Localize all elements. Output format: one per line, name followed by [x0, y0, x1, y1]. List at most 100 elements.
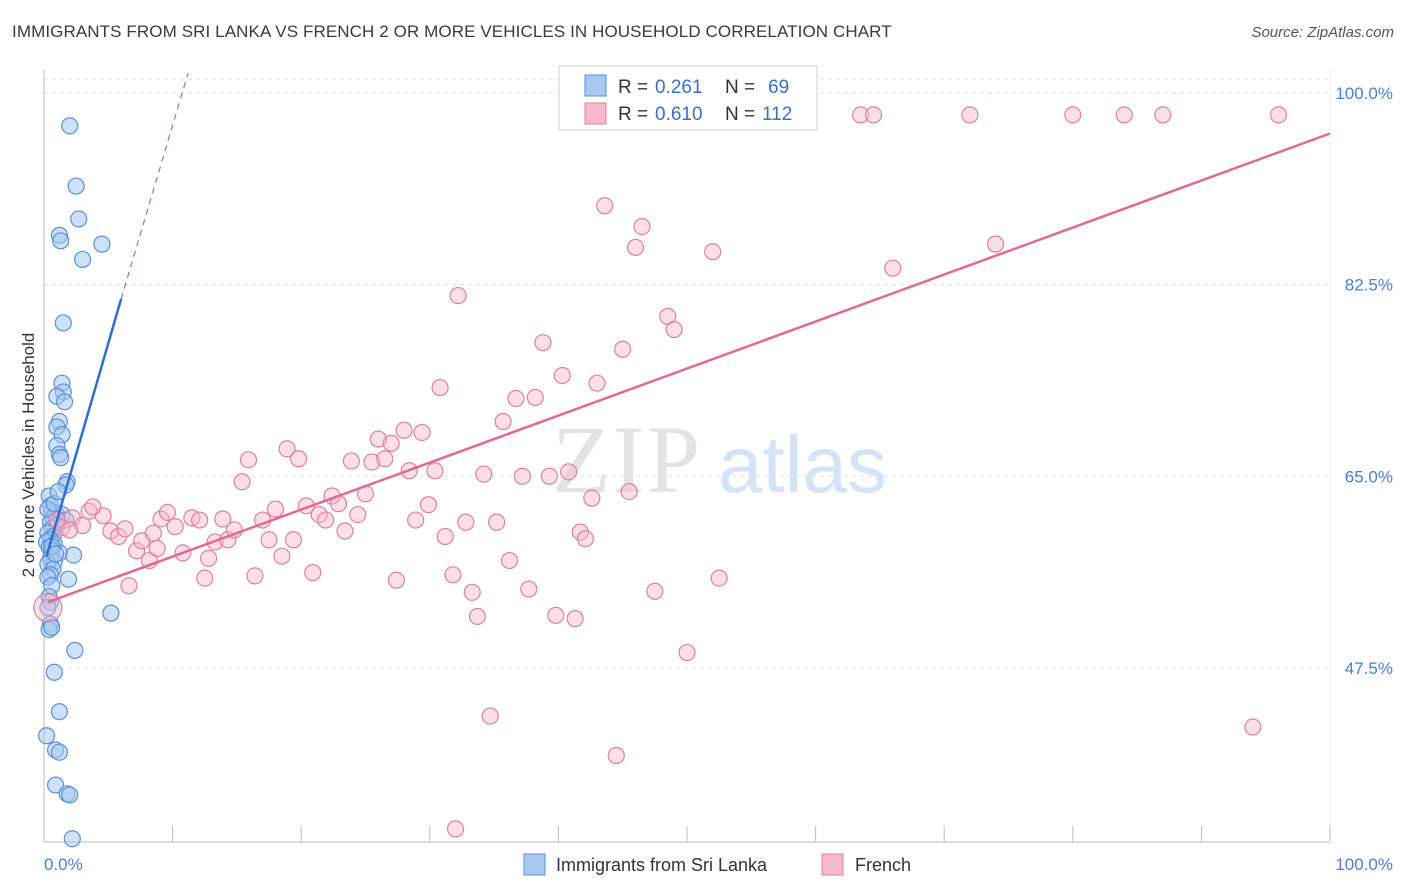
point-french [884, 259, 902, 277]
point-french [239, 451, 258, 469]
point-french [475, 465, 493, 483]
point-french [349, 505, 367, 524]
point-french [376, 450, 394, 468]
point-french [566, 610, 584, 628]
point-sri-lanka [50, 743, 69, 761]
point-french [494, 412, 512, 431]
point-french [468, 607, 486, 626]
legend-n-value-2: 112 [762, 104, 792, 125]
point-sri-lanka [43, 618, 61, 636]
point-french [704, 243, 722, 261]
point-sri-lanka [50, 703, 69, 721]
point-sri-lanka [37, 727, 56, 745]
point-french [457, 513, 475, 531]
point-french [1064, 106, 1082, 124]
point-french [526, 388, 544, 407]
point-french [864, 106, 883, 124]
legend-r-label-1: R = [618, 77, 648, 98]
series-french [33, 106, 1288, 838]
watermark-atlas: atlas [718, 420, 887, 509]
point-french [1115, 106, 1133, 124]
x-tick-label-min: 0.0% [44, 855, 83, 874]
point-sri-lanka [61, 786, 79, 804]
legend-swatch-pink [584, 102, 607, 125]
bottom-legend-swatch-blue [523, 853, 546, 876]
point-french [436, 527, 454, 546]
point-french [513, 467, 531, 485]
point-french [116, 520, 134, 538]
point-french [463, 583, 481, 601]
point-sri-lanka [73, 250, 92, 269]
point-french [507, 389, 525, 408]
point-french [626, 238, 645, 256]
y-tick-label: 47.5% [1345, 659, 1393, 678]
legend-n-label-2: N = [725, 104, 755, 125]
point-french [1154, 106, 1172, 124]
point-french [614, 340, 632, 358]
bottom-legend-swatch-pink [821, 853, 844, 876]
point-french [363, 453, 381, 471]
chart-title: IMMIGRANTS FROM SRI LANKA VS FRENCH 2 OR… [12, 22, 892, 41]
point-french [852, 106, 870, 124]
point-sri-lanka [52, 232, 70, 250]
bottom-legend: Immigrants from Sri Lanka French [523, 853, 911, 876]
trendline-sri-lanka [45, 298, 123, 557]
point-sri-lanka [63, 830, 81, 848]
point-french [273, 547, 291, 565]
point-french [284, 531, 303, 549]
point-sri-lanka [64, 546, 83, 564]
legend-n-value-1: 69 [768, 77, 789, 98]
y-axis-label: 2 or more Vehicles in Household [19, 333, 38, 578]
point-french [488, 513, 506, 531]
legend-n-label-1: N = [725, 77, 755, 98]
point-sri-lanka [93, 235, 111, 253]
bottom-legend-label-french: French [855, 855, 911, 875]
point-french [646, 582, 664, 600]
point-french [588, 374, 606, 392]
point-french [665, 320, 683, 339]
point-french [148, 539, 166, 558]
point-french [419, 496, 438, 514]
point-french [1244, 718, 1262, 736]
point-sri-lanka [39, 599, 57, 617]
point-french [382, 434, 400, 453]
point-french [73, 516, 92, 535]
point-french [481, 707, 499, 725]
point-french [191, 511, 209, 529]
point-french [431, 378, 449, 397]
point-french [607, 746, 625, 765]
legend-r-value-1: 0.261 [655, 77, 703, 98]
point-french [61, 521, 79, 539]
watermark: ZIP atlas [552, 406, 887, 513]
point-french [444, 566, 462, 584]
source-label: Source: ZipAtlas.com [1251, 24, 1394, 41]
point-french [166, 518, 184, 536]
trendline-french [47, 132, 1331, 604]
point-french [196, 569, 214, 587]
point-french [278, 440, 296, 458]
series-sri-lanka [37, 117, 120, 848]
legend-r-value-2: 0.610 [655, 104, 703, 125]
point-french [710, 569, 728, 587]
point-french [534, 334, 552, 352]
watermark-zip: ZIP [552, 406, 702, 513]
y-tick-label: 100.0% [1335, 84, 1393, 103]
point-french [290, 450, 308, 468]
point-french [413, 423, 431, 442]
point-sri-lanka [52, 449, 70, 467]
point-french [446, 820, 465, 838]
point-french [144, 524, 162, 542]
point-french [342, 452, 360, 470]
point-french [246, 567, 264, 585]
point-french [336, 522, 354, 540]
point-french [547, 606, 565, 624]
point-sri-lanka [67, 177, 85, 195]
point-sri-lanka [59, 570, 78, 588]
point-sri-lanka [54, 314, 72, 332]
axes: 47.5% 65.0% 82.5% 100.0% 0.0% 100.0% [43, 70, 1393, 874]
legend-r-label-2: R = [618, 104, 648, 125]
point-french [540, 467, 558, 485]
point-french [987, 235, 1005, 253]
point-french [560, 463, 578, 481]
